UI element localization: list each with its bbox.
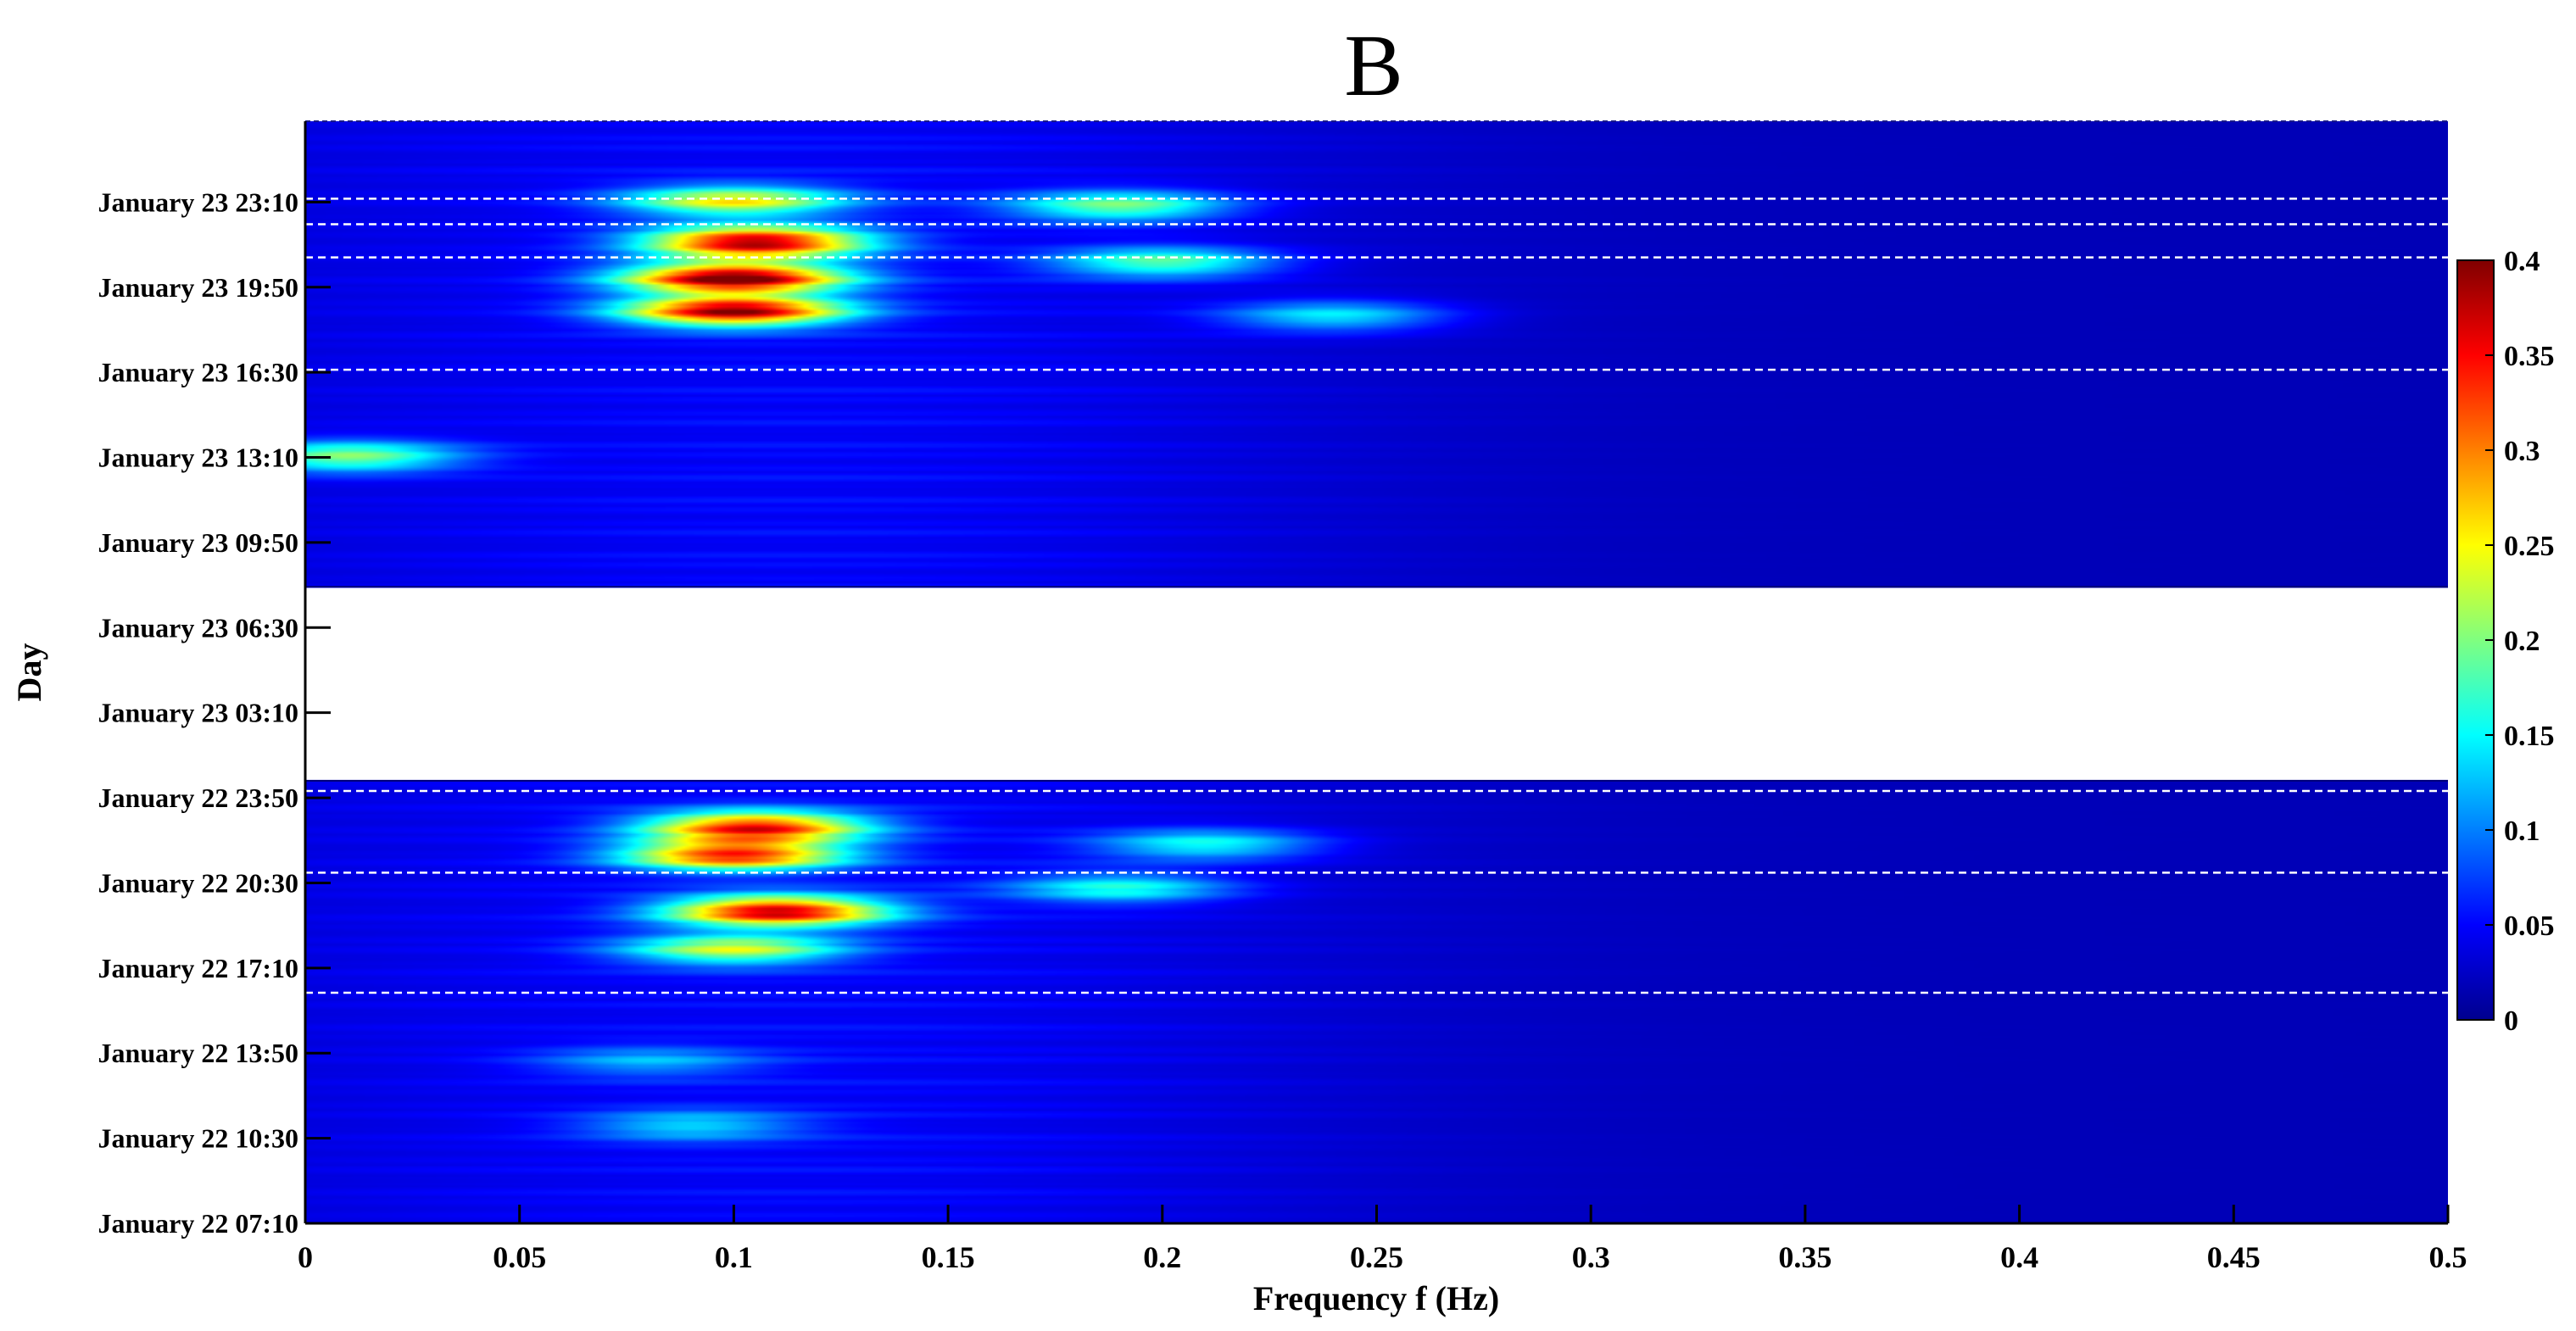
- x-tick-label: 0: [298, 1240, 313, 1274]
- colorbar: 0 0.05 0.1 0.15 0.2 0.25 0.3 0.35 0.4: [2456, 246, 2555, 1037]
- y-tick-label: January 23 03:10: [98, 698, 298, 728]
- x-tick-label: 0.25: [1350, 1240, 1403, 1274]
- colorbar-tick-label: 0.1: [2504, 816, 2540, 847]
- heatmap-area: [305, 121, 2448, 1223]
- x-tick-label: 0.35: [1778, 1240, 1832, 1274]
- y-tick-label: January 22 10:30: [98, 1123, 298, 1154]
- colorbar-tick-label: 0.15: [2504, 721, 2555, 752]
- colorbar-tick-label: 0.25: [2504, 531, 2555, 562]
- heatmap-image: [305, 121, 2448, 1223]
- colorbar-tick-label: 0.05: [2504, 911, 2555, 942]
- colorbar-tick-label: 0.35: [2504, 341, 2555, 372]
- x-tick-label: 0.15: [922, 1240, 975, 1274]
- y-tick-label: January 23 09:50: [98, 527, 298, 558]
- y-axis-label: Day: [10, 643, 48, 702]
- y-tick-label: January 22 20:30: [98, 867, 298, 898]
- x-tick-label: 0.4: [2000, 1240, 2038, 1274]
- x-axis-label: Frequency f (Hz): [1253, 1279, 1499, 1317]
- colorbar-tick-label: 0.3: [2504, 436, 2540, 467]
- y-tick-label: January 22 13:50: [98, 1038, 298, 1068]
- x-tick-label: 0.45: [2207, 1240, 2261, 1274]
- y-tick-label: January 22 23:50: [98, 782, 298, 813]
- y-tick-label: January 23 13:10: [98, 443, 298, 473]
- x-tick-label: 0.3: [1572, 1240, 1610, 1274]
- x-ticks: 0 0.05 0.1 0.15 0.2 0.25 0.3 0.35 0.4 0.45 0.5: [298, 1205, 2467, 1274]
- colorbar-tick-label: 0.4: [2504, 246, 2540, 277]
- colorbar-tick-label: 0.2: [2504, 626, 2540, 657]
- x-tick-label: 0.2: [1143, 1240, 1181, 1274]
- y-tick-label: January 23 23:10: [98, 187, 298, 217]
- y-tick-label: January 23 19:50: [98, 272, 298, 303]
- y-tick-label: January 23 16:30: [98, 357, 298, 387]
- y-tick-label: January 22 17:10: [98, 953, 298, 983]
- chart-title: B: [1344, 17, 1402, 114]
- y-tick-label: January 22 07:10: [98, 1208, 298, 1239]
- dashed-lines: [305, 120, 2448, 994]
- x-tick-label: 0.05: [493, 1240, 546, 1274]
- colorbar-ticks: 0 0.05 0.1 0.15 0.2 0.25 0.3 0.35 0.4: [2485, 246, 2555, 1037]
- y-ticks: January 22 07:10 January 22 10:30 January …: [98, 187, 331, 1239]
- x-tick-label: 0.5: [2429, 1240, 2467, 1274]
- colorbar-tick-label: 0: [2504, 1005, 2518, 1037]
- y-tick-label: January 23 06:30: [98, 612, 298, 643]
- x-tick-label: 0.1: [715, 1240, 753, 1274]
